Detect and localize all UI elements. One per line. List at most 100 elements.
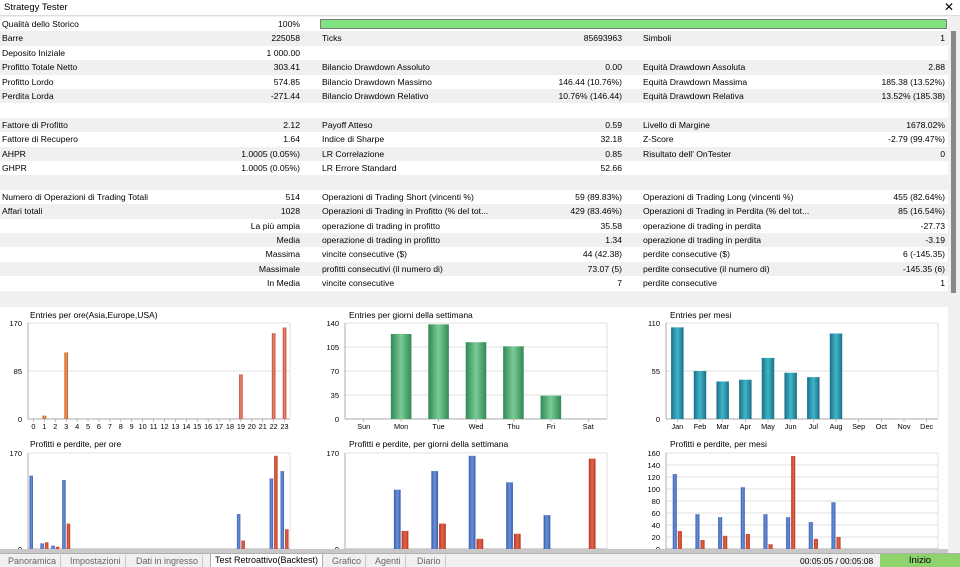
stat-label: Z-Score: [643, 134, 674, 145]
close-icon[interactable]: ✕: [943, 0, 954, 14]
quality-value: 100%: [278, 19, 300, 29]
tab-test-retroattivo[interactable]: Test Retroattivo(Backtest): [210, 554, 324, 567]
x-tick-label: Wed: [469, 422, 484, 431]
x-tick-label: Nov: [898, 422, 911, 431]
x-tick-label: 5: [86, 422, 90, 431]
stat-label: Operazioni di Trading Long (vincenti %): [643, 191, 794, 202]
bar: [64, 352, 69, 419]
y-tick-label: 170: [9, 449, 22, 458]
x-tick-label: 23: [280, 422, 288, 431]
bar-loss: [55, 546, 60, 549]
tab-grafico[interactable]: Grafico: [328, 555, 367, 567]
x-tick-label: 19: [237, 422, 245, 431]
vertical-scrollbar[interactable]: [948, 17, 960, 307]
stat-label: Livello di Margine: [643, 119, 710, 130]
stat-value: -27.73: [920, 220, 945, 231]
bar: [465, 342, 487, 419]
y-tick-label: 60: [652, 509, 660, 518]
tab-diario[interactable]: Diario: [413, 555, 446, 567]
bar: [282, 327, 287, 419]
y-tick-label: 105: [326, 343, 339, 352]
horizontal-scrollbar[interactable]: [0, 549, 948, 553]
y-tick-label: 100: [647, 485, 660, 494]
stat-label: Profitto Totale Netto: [2, 62, 78, 73]
bar-profit: [831, 502, 836, 549]
y-tick-label: 140: [326, 319, 339, 328]
bar-profit: [718, 517, 723, 549]
x-tick-label: 17: [215, 422, 223, 431]
x-tick-label: Aug: [830, 422, 843, 431]
bar-loss: [274, 455, 278, 549]
bar: [671, 327, 684, 419]
stat-label: Bilancio Drawdown Relativo: [322, 91, 429, 101]
stat-value: 0.00: [605, 62, 622, 73]
tab-dati-in-ingresso[interactable]: Dati in ingresso: [132, 555, 204, 567]
stat-value: 13.52% (185.38): [881, 91, 945, 101]
stat-value: 44 (42.38): [582, 249, 622, 260]
stat-label: operazione di trading in perdita: [643, 235, 762, 245]
x-tick-label: Jul: [809, 422, 819, 431]
stat-value: 35.58: [600, 220, 622, 231]
bar-profit: [393, 489, 401, 549]
bar-profit: [431, 471, 439, 549]
tab-impostazioni[interactable]: Impostazioni: [66, 555, 126, 567]
stat-value: 0: [940, 148, 945, 159]
tab-agenti[interactable]: Agenti: [371, 555, 406, 567]
stat-value: 2.88: [928, 62, 945, 73]
stat-label: Equità Drawdown Relativa: [643, 91, 744, 101]
stat-label: perdite consecutive (il numero di): [643, 263, 770, 274]
stat-row: GHPR 1.0005 (0.05%) LR Errore Standard 52.6…: [0, 161, 948, 176]
bar-loss: [44, 542, 49, 549]
y-tick-label: 0: [656, 415, 660, 424]
stat-value: -271.44: [270, 91, 300, 101]
bar-profit: [506, 482, 513, 549]
stat-row: Profitto Lordo 574.85 Bilancio Drawdown Ma…: [0, 74, 948, 89]
bar: [239, 374, 243, 419]
x-tick-label: May: [761, 422, 775, 431]
x-tick-label: 8: [119, 422, 123, 431]
x-tick-label: 15: [193, 422, 201, 431]
bar-loss: [700, 540, 705, 549]
y-tick-label: 55: [652, 367, 660, 376]
stat-value: 0.59: [605, 119, 622, 130]
stat-label: GHPR: [2, 163, 27, 173]
tab-panoramica[interactable]: Panoramica: [4, 555, 62, 567]
stat-label: Equità Drawdown Massima: [643, 76, 748, 87]
bar-profit: [29, 475, 33, 549]
x-tick-label: 12: [160, 422, 168, 431]
y-tick-label: 170: [9, 319, 22, 328]
scrollbar-thumb[interactable]: [951, 31, 956, 293]
stat-label: Bilancio Drawdown Massimo: [322, 76, 432, 87]
stat-row: Perdita Lorda -271.44 Bilancio Drawdown Re…: [0, 89, 948, 104]
stat-value: 1: [940, 278, 945, 289]
stat-label: LR Correlazione: [322, 148, 385, 159]
history-quality-bar: [320, 19, 947, 29]
stat-row: Deposito Iniziale 1 000.00: [0, 45, 948, 61]
x-tick-label: 13: [171, 422, 179, 431]
bar-profit: [543, 515, 551, 549]
stat-label: Bilancio Drawdown Assoluto: [322, 62, 430, 73]
bar-loss: [476, 538, 484, 549]
x-tick-label: 3: [64, 422, 68, 431]
x-tick-label: 6: [97, 422, 101, 431]
x-tick-label: Tue: [432, 422, 444, 431]
x-tick-label: 22: [270, 422, 278, 431]
chart-title: Profitti e perdite, per giorni della set…: [349, 439, 508, 449]
stat-label: profitti consecutivi (il numero di): [322, 263, 443, 274]
bar-loss: [723, 535, 728, 549]
x-tick-label: Dec: [920, 422, 933, 431]
window-title: Strategy Tester: [4, 2, 68, 13]
bar-loss: [768, 544, 773, 549]
x-tick-label: 11: [150, 422, 158, 431]
stat-label: operazione di trading in profitto: [322, 235, 441, 245]
y-tick-label: 85: [14, 367, 22, 376]
stat-value: -3.19: [925, 235, 945, 245]
bar-profit: [51, 545, 55, 549]
stat-label: AHPR: [2, 148, 26, 159]
stat-value: 514: [285, 191, 300, 202]
stat-value: 303.41: [273, 62, 300, 73]
stat-row: [0, 103, 948, 118]
start-button[interactable]: Inizio: [880, 554, 960, 567]
stat-label: Fattore di Profitto: [2, 119, 68, 130]
